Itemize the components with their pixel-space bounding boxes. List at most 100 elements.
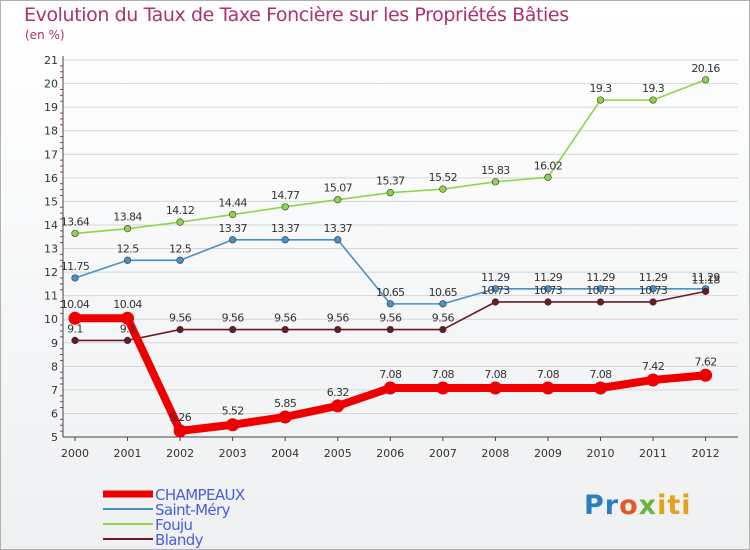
data-point [544, 298, 552, 306]
data-label: 10.65 [376, 286, 405, 299]
data-point [386, 300, 394, 308]
data-point [71, 336, 79, 344]
data-label: 15.37 [376, 175, 405, 188]
data-label: 15.07 [324, 182, 353, 195]
data-label: 7.62 [695, 355, 717, 368]
data-label: 15.83 [481, 164, 510, 177]
data-label: 19.3 [642, 82, 665, 95]
data-label: 11.29 [691, 271, 720, 284]
y-tick-label: 8 [51, 360, 58, 373]
y-tick-label: 15 [44, 195, 58, 208]
y-axis-unit: (en %) [25, 28, 65, 42]
data-label: 7.42 [642, 360, 664, 373]
legend-label: Blandy [155, 531, 204, 549]
data-point [123, 225, 132, 233]
data-label: 6.32 [327, 386, 349, 399]
x-tick-label: 2010 [587, 447, 615, 460]
data-label: 9.56 [432, 312, 455, 325]
data-label: 13.37 [324, 222, 353, 235]
data-label: 7.08 [432, 368, 455, 381]
y-tick-label: 7 [51, 384, 58, 397]
legend-label: Saint-Méry [155, 501, 231, 519]
x-tick-label: 2003 [219, 447, 247, 460]
data-point [334, 196, 342, 204]
y-tick-label: 21 [44, 54, 58, 67]
data-point [439, 185, 447, 193]
data-point [71, 274, 79, 282]
y-tick-label: 12 [44, 266, 58, 279]
data-point [176, 325, 184, 334]
data-point [123, 336, 132, 344]
y-tick-label: 18 [44, 125, 58, 138]
data-point [701, 76, 710, 84]
y-tick-label: 17 [44, 148, 58, 161]
data-point [278, 410, 292, 424]
data-point [596, 96, 605, 104]
data-label: 9.1 [120, 322, 136, 335]
x-tick-label: 2008 [481, 447, 509, 460]
data-label: 15.52 [429, 171, 458, 184]
data-point [386, 189, 394, 197]
series-labels: 13.64 13.84 14.12 14.44 14.77 15.07 15.37 15.52… [61, 62, 721, 424]
data-point [383, 381, 397, 395]
y-tick-label: 10 [44, 313, 58, 326]
y-tick-label: 19 [44, 101, 58, 114]
data-label: 10.65 [429, 286, 458, 299]
data-label: 13.37 [271, 222, 300, 235]
data-point [176, 218, 184, 226]
y-tick-label: 20 [44, 78, 58, 91]
data-label: 19.3 [589, 82, 612, 95]
data-point [649, 96, 657, 104]
data-label: 5.85 [274, 397, 297, 410]
data-point [491, 298, 500, 306]
data-point [649, 298, 657, 306]
data-point [226, 418, 240, 432]
data-point [439, 300, 447, 308]
data-point [439, 325, 447, 334]
series-lines [68, 76, 713, 438]
data-point [123, 256, 132, 264]
x-tick-label: 2000 [61, 447, 89, 460]
x-tick-label: 2007 [429, 447, 457, 460]
y-tick-label: 6 [51, 407, 58, 420]
data-point [281, 236, 289, 244]
y-tick-label: 5 [51, 431, 58, 444]
data-label: 5.52 [222, 405, 244, 418]
data-point [594, 381, 607, 395]
data-label: 7.08 [537, 368, 560, 381]
data-label: 10.04 [113, 298, 142, 311]
data-label: 11.75 [61, 260, 90, 273]
data-label: 16.02 [534, 159, 563, 172]
y-tick-label: 13 [44, 243, 58, 256]
x-tick-label: 2011 [639, 447, 667, 460]
data-label: 14.12 [166, 204, 195, 217]
data-label: 9.56 [169, 312, 192, 325]
data-point [229, 236, 237, 244]
data-point [436, 381, 450, 395]
data-label: 9.1 [67, 322, 83, 335]
data-label: 11.29 [639, 271, 668, 284]
data-label: 13.64 [61, 215, 90, 228]
data-label: 9.56 [222, 312, 245, 325]
data-label: 13.84 [113, 211, 142, 224]
data-label: 14.44 [218, 197, 247, 210]
data-point [71, 229, 79, 238]
data-point [281, 203, 289, 211]
x-tick-label: 2001 [114, 447, 142, 460]
legend-label: Fouju [155, 516, 193, 534]
y-tick-label: 9 [51, 337, 58, 350]
data-point [544, 173, 552, 181]
proxiti-logo: Proxiti [584, 490, 692, 521]
legend-label: CHAMPEAUX [155, 486, 245, 504]
data-label: 9.56 [327, 312, 350, 325]
data-point [229, 210, 237, 219]
data-point [121, 311, 135, 325]
data-point [491, 178, 500, 186]
data-label: 9.56 [274, 312, 297, 325]
data-label: 5.26 [169, 411, 192, 424]
data-point [386, 325, 394, 334]
data-point [491, 285, 500, 293]
data-point [699, 368, 713, 382]
y-tick-label: 16 [44, 172, 58, 185]
